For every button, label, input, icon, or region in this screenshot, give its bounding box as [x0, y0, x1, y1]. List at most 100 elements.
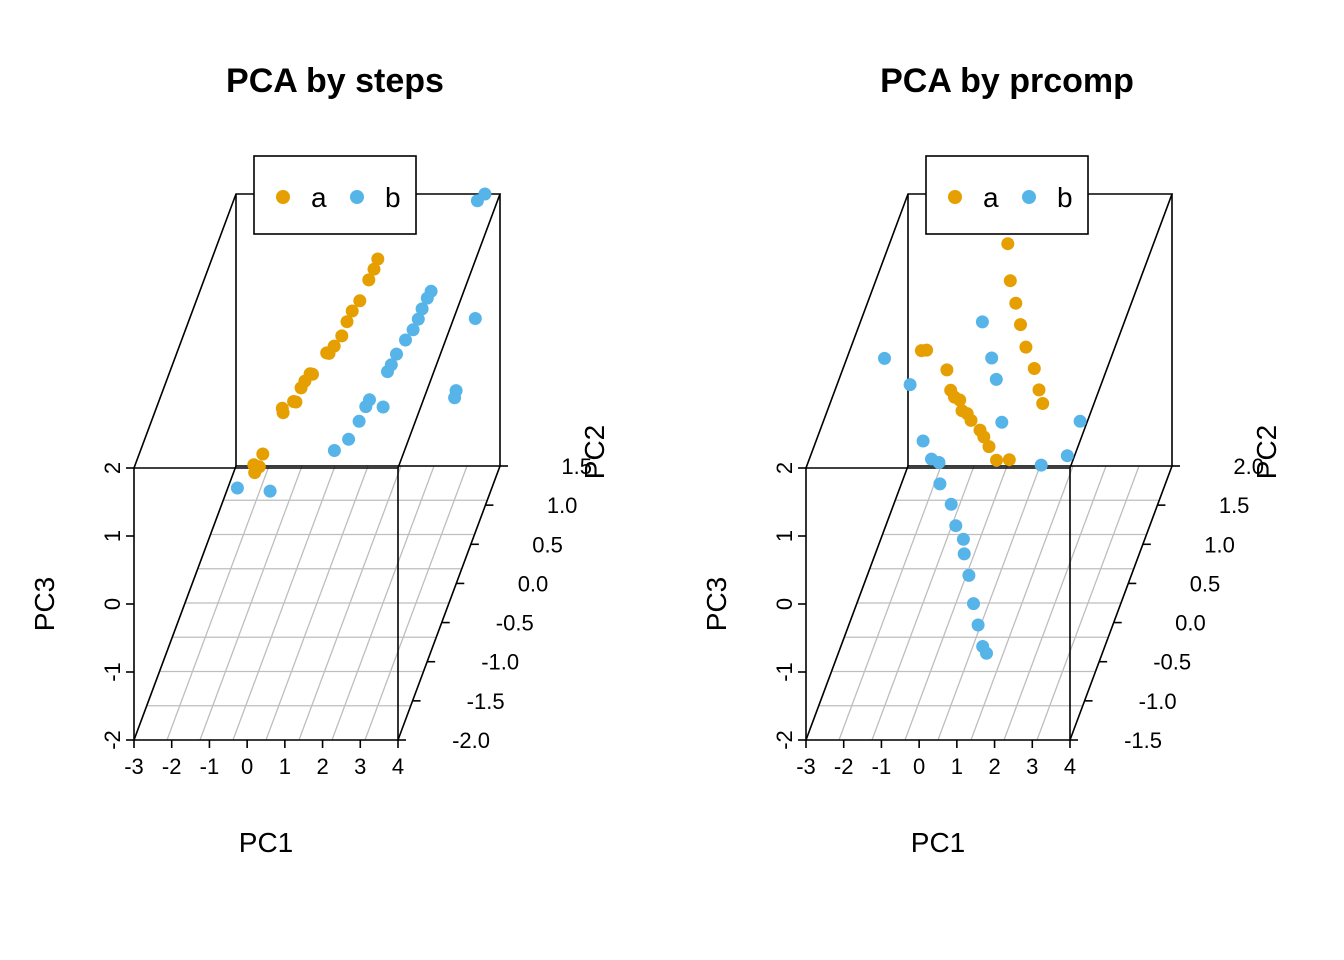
data-point-b — [478, 187, 492, 201]
x-tick-label: 4 — [1064, 754, 1076, 779]
data-point-b — [1060, 449, 1074, 463]
legend-marker-a — [948, 190, 962, 204]
data-point-b — [971, 618, 985, 632]
data-point-b — [263, 484, 277, 498]
y-tick-label: -1.0 — [481, 650, 519, 675]
x-tick-label: 2 — [988, 754, 1000, 779]
data-point-a — [340, 315, 354, 329]
x-tick-label: 0 — [241, 754, 253, 779]
data-point-b — [411, 312, 425, 326]
data-point-b — [962, 568, 976, 582]
legend-label-b: b — [385, 182, 401, 213]
data-point-a — [953, 393, 967, 407]
chart-panel-prcomp: PCA by prcomp PC1 PC2 PC3 -3 -2 -1 0 1 2 3 4-1.… — [701, 62, 1282, 858]
data-point-a — [306, 367, 319, 381]
data-point-b — [376, 400, 390, 414]
z-tick-label: -1 — [772, 662, 797, 682]
y-tick-label: -1.5 — [467, 689, 505, 714]
data-point-b — [327, 444, 341, 457]
chart-panel-steps: PCA by steps PC1 PC2 PC3 -3 -2 -1 0 1 2 3 4-2.0… — [29, 62, 610, 858]
data-point-b — [933, 477, 947, 491]
z-tick-label: 1 — [772, 530, 797, 542]
x-tick-label: 1 — [279, 754, 291, 779]
data-point-b — [989, 372, 1003, 386]
data-point-b — [949, 519, 963, 533]
x-tick-label: 4 — [392, 754, 404, 779]
data-point-a — [1009, 296, 1023, 310]
y-tick-label: -1.5 — [1124, 728, 1162, 753]
z-tick-label: 0 — [772, 598, 797, 610]
data-point-a — [977, 430, 991, 444]
legend-marker-a — [276, 190, 290, 204]
legend-marker-b — [1022, 190, 1036, 204]
y-tick-label: 1.5 — [1219, 493, 1250, 518]
data-point-b — [916, 434, 930, 448]
data-point-b — [975, 315, 989, 329]
y-tick-label: 0.0 — [518, 571, 549, 596]
data-point-b — [342, 432, 356, 446]
data-point-a — [940, 363, 954, 377]
data-point-a — [1002, 453, 1016, 467]
y-tick-label: 1.0 — [1204, 532, 1235, 557]
y-tick-label: 0.0 — [1175, 611, 1206, 636]
x-tick-label: 1 — [951, 754, 963, 779]
x-tick-label: -3 — [796, 754, 816, 779]
y-axis-label: PC2 — [579, 425, 610, 479]
chart-title: PCA by prcomp — [880, 62, 1134, 100]
data-point-a — [990, 453, 1003, 467]
data-point-a — [335, 329, 349, 343]
data-point-b — [1073, 414, 1087, 428]
x-tick-label: -1 — [872, 754, 892, 779]
data-point-b — [448, 391, 462, 405]
y-tick-label: 0.5 — [1190, 571, 1221, 596]
x-tick-label: -2 — [834, 754, 854, 779]
data-point-a — [353, 294, 367, 308]
y-tick-label: -0.5 — [496, 611, 534, 636]
data-point-a — [362, 273, 376, 287]
data-point-b — [363, 393, 376, 407]
z-tick-label: 2 — [100, 462, 125, 474]
data-point-b — [957, 547, 971, 561]
data-point-b — [903, 378, 917, 392]
y-tick-label: -2.0 — [452, 728, 490, 753]
box-top — [804, 193, 1174, 469]
data-point-b — [390, 347, 403, 361]
data-point-a — [276, 406, 290, 420]
y-tick-label: 0.5 — [532, 532, 563, 557]
z-axis-label: PC3 — [701, 577, 732, 631]
data-point-b — [995, 415, 1009, 429]
data-point-a — [252, 460, 266, 474]
data-point-a — [1032, 383, 1046, 397]
data-point-b — [932, 456, 946, 469]
chart-title: PCA by steps — [226, 62, 444, 100]
data-point-a — [1027, 362, 1041, 375]
legend-marker-b — [350, 190, 364, 204]
y-axis-label: PC2 — [1251, 425, 1282, 479]
data-point-b — [352, 414, 366, 428]
data-point-a — [1003, 274, 1017, 288]
data-point-a — [982, 440, 996, 454]
z-axis-label: PC3 — [29, 577, 60, 631]
data-point-a — [920, 343, 934, 357]
data-point-b — [985, 351, 999, 365]
y-tick-label: 1.0 — [547, 493, 578, 518]
data-point-b — [424, 284, 438, 298]
data-point-a — [289, 395, 303, 409]
data-point-b — [406, 323, 420, 337]
data-point-a — [256, 447, 270, 461]
y-tick-label: -1.0 — [1139, 689, 1177, 714]
data-point-a — [964, 413, 978, 427]
x-tick-label: 0 — [913, 754, 925, 779]
data-point-b — [415, 302, 429, 316]
data-point-b — [230, 481, 244, 495]
data-point-a — [345, 304, 359, 318]
data-point-a — [1019, 340, 1033, 354]
x-tick-label: 3 — [1026, 754, 1038, 779]
x-tick-label: 2 — [316, 754, 328, 779]
box-top — [132, 193, 502, 469]
data-point-a — [327, 339, 341, 353]
z-tick-label: 0 — [100, 598, 125, 610]
